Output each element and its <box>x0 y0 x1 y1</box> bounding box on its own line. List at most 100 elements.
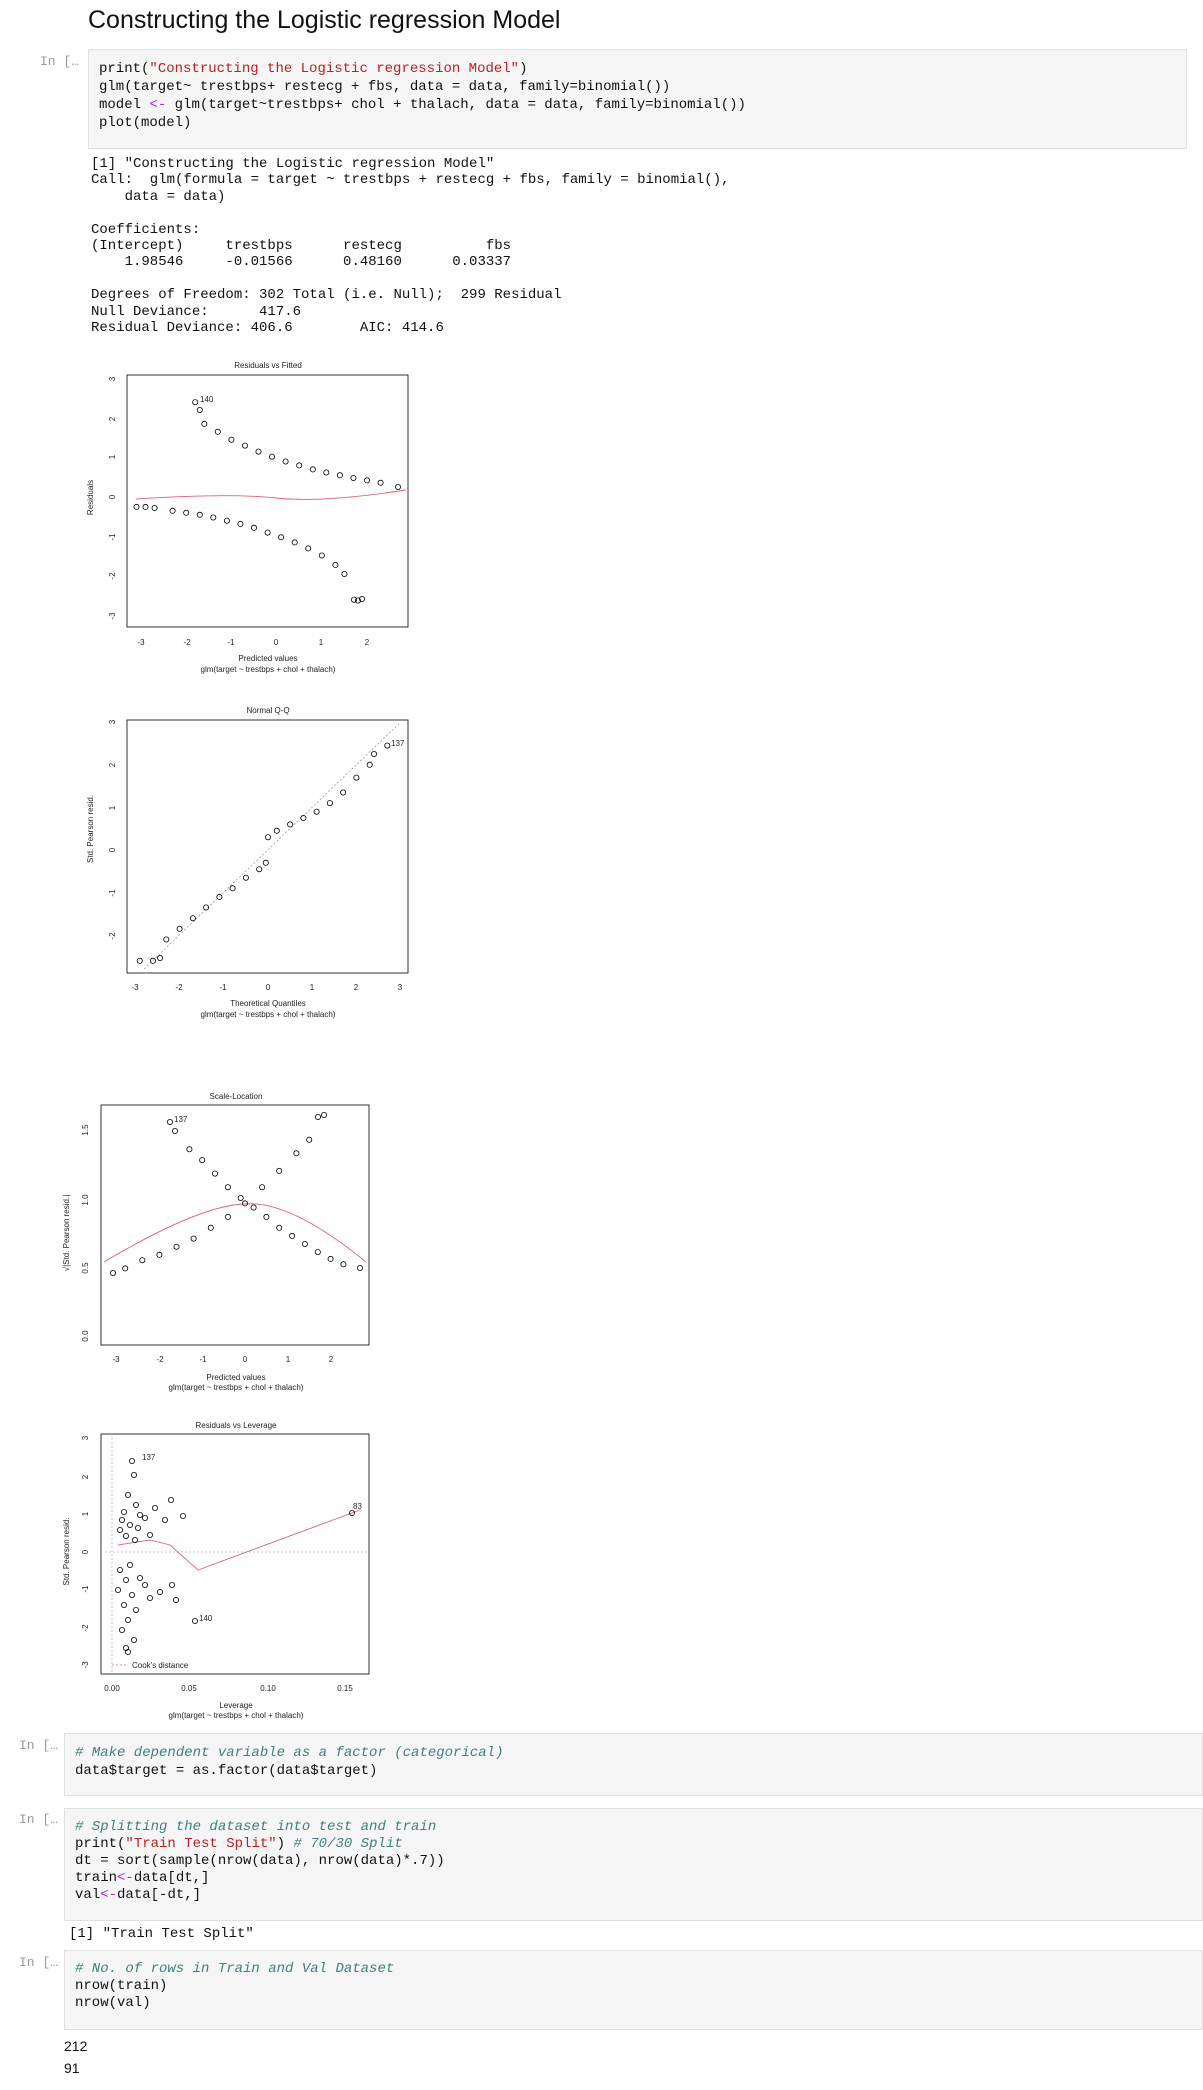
y-tick-label: 3 <box>108 376 117 381</box>
operator: <- <box>100 1887 118 1903</box>
code-cell[interactable]: print("Constructing the Logistic regress… <box>88 49 1187 149</box>
x-axis-label: Predicted values <box>238 654 297 663</box>
plot-residuals-leverage <box>100 1433 370 1675</box>
plot-scale-location <box>100 1104 370 1346</box>
string: "Constructing the Logistic regression Mo… <box>149 61 520 77</box>
code-line: train<-data[dt,] <box>75 1870 1192 1887</box>
cell-output: 212 91 <box>64 2035 87 2079</box>
code: val <box>75 1887 101 1903</box>
y-tick-label: 1.5 <box>81 1124 90 1136</box>
x-tick-label: 0.05 <box>181 1684 197 1693</box>
plot-title: Residuals vs Leverage <box>196 1421 277 1430</box>
cell-output: [1] "Train Test Split" <box>69 1926 254 1942</box>
y-tick-label: 0.5 <box>81 1262 90 1274</box>
y-tick-label: 1 <box>81 1511 90 1516</box>
output-line: 1.98546 -0.01566 0.48160 0.03337 <box>91 254 528 271</box>
string: "Train Test Split" <box>125 1836 277 1852</box>
y-tick-label: -3 <box>108 612 117 620</box>
y-axis-label: Residuals <box>86 480 95 515</box>
code: print( <box>75 1836 126 1852</box>
x-tick-label: 2 <box>365 638 370 647</box>
y-tick-label: -2 <box>81 1624 90 1632</box>
y-axis-label: √|Std. Pearson resid.| <box>62 1195 71 1272</box>
output-line: Coefficients: <box>91 221 201 238</box>
code-line: plot(model) <box>99 115 192 131</box>
comment: # 70/30 Split <box>293 1836 403 1852</box>
plot-normal-qq <box>126 719 409 974</box>
x-tick-label: 1 <box>319 638 324 647</box>
output-line: Degrees of Freedom: 302 Total (i.e. Null… <box>91 287 562 304</box>
code-line: print("Constructing the Logistic regress… <box>99 60 1176 78</box>
code-cell[interactable]: # Splitting the dataset into test and tr… <box>64 1808 1203 1921</box>
code: ) <box>519 61 528 77</box>
x-axis-label: Predicted values <box>206 1373 265 1382</box>
point-label: 140 <box>200 395 214 404</box>
code: ) <box>276 1836 294 1852</box>
x-tick-label: -3 <box>112 1355 120 1364</box>
y-tick-label: -2 <box>108 572 117 580</box>
x-tick-label: -3 <box>137 638 145 647</box>
point-label: 140 <box>199 1614 213 1623</box>
code: print( <box>99 61 150 77</box>
code: model <box>99 97 150 113</box>
x-axis-label: Leverage <box>219 1701 253 1710</box>
output-line: [1] "Constructing the Logistic regressio… <box>91 156 495 172</box>
y-tick-label: 0 <box>81 1549 90 1554</box>
plot-title: Residuals vs Fitted <box>234 361 302 370</box>
x-tick-label: -1 <box>219 983 227 992</box>
code-line: val<-data[-dt,] <box>75 1887 1192 1904</box>
y-tick-label: 1.0 <box>81 1194 90 1206</box>
x-tick-label: 1 <box>310 983 315 992</box>
output-line: Residual Deviance: 406.6 AIC: 414.6 <box>91 320 444 337</box>
code-line: dt = sort(sample(nrow(data), nrow(data)*… <box>75 1853 445 1869</box>
prompt: In [… <box>40 54 80 69</box>
code-line: nrow(val) <box>75 1995 151 2011</box>
y-tick-label: 2 <box>108 762 117 767</box>
code-cell[interactable]: # No. of rows in Train and Val Dataset nr… <box>64 1950 1203 2030</box>
plot-title: Scale-Location <box>210 1092 263 1101</box>
x-tick-label: 0.15 <box>337 1684 353 1693</box>
x-tick-label: 2 <box>354 983 359 992</box>
y-tick-label: 2 <box>108 416 117 421</box>
heading: Constructing the Logistic regression Mod… <box>88 6 561 34</box>
y-tick-label: 0 <box>108 847 117 852</box>
operator: <- <box>149 97 167 113</box>
y-axis-label: Std. Pearson resid. <box>62 1517 71 1585</box>
x-tick-label: 2 <box>329 1355 334 1364</box>
x-tick-label: -2 <box>175 983 183 992</box>
prompt: In [… <box>19 1955 59 1970</box>
y-tick-label: 3 <box>81 1435 90 1440</box>
point-label: 83 <box>353 1502 362 1511</box>
legend-label: Cook's distance <box>132 1661 189 1670</box>
output-line: Call: glm(formula = target ~ trestbps + … <box>91 172 730 189</box>
plot-output: Residuals vs Fitted -3 -2 -1 0 1 2 3 2 1 0 -1 -2 -3 Pr… <box>62 361 409 1720</box>
x-tick-label: -2 <box>183 638 191 647</box>
x-tick-label: 3 <box>398 983 403 992</box>
y-tick-label: -2 <box>108 932 117 940</box>
plot-title: Normal Q-Q <box>246 706 289 715</box>
code-line: print("Train Test Split") # 70/30 Split <box>75 1836 1192 1853</box>
code: data[-dt,] <box>117 1887 202 1903</box>
code-line: nrow(train) <box>75 1978 168 1994</box>
code-line: glm(target~ trestbps+ restecg + fbs, dat… <box>99 79 671 95</box>
code: train <box>75 1870 118 1886</box>
output-line: 91 <box>64 2060 80 2076</box>
y-tick-label: 1 <box>108 805 117 810</box>
output-line: Null Deviance: 417.6 <box>91 303 310 320</box>
plot-caption: glm(target ~ trestbps + chol + thalach) <box>169 1383 304 1392</box>
point-label: 137 <box>142 1453 156 1462</box>
code-cell[interactable]: # Make dependent variable as a factor (c… <box>64 1733 1203 1796</box>
x-tick-label: 0 <box>243 1355 248 1364</box>
x-tick-label: 0.10 <box>260 1684 276 1693</box>
point-label: 137 <box>391 739 405 748</box>
y-tick-label: -1 <box>108 533 117 541</box>
output-line: 212 <box>64 2038 88 2054</box>
comment: # Splitting the dataset into test and tr… <box>75 1819 437 1835</box>
output-line: data = data) <box>91 188 226 205</box>
y-tick-label: -1 <box>108 889 117 897</box>
y-tick-label: 2 <box>81 1474 90 1479</box>
y-tick-label: 0 <box>108 494 117 499</box>
code: glm(target~trestbps+ chol + thalach, dat… <box>166 97 746 113</box>
